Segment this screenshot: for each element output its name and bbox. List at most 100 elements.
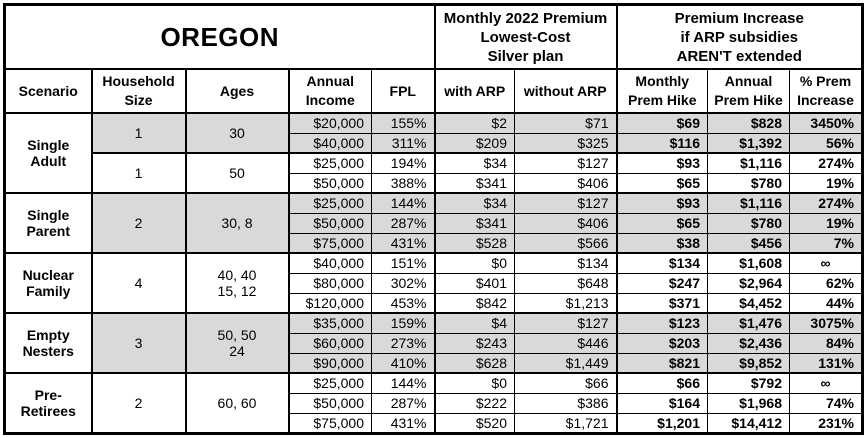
ages-cell: 50, 50 24 (184, 312, 289, 374)
premium-table: OREGON Monthly 2022 Premium Lowest-Cost … (3, 3, 864, 435)
household-size-cell: 2 (90, 192, 186, 254)
pct-increase-cell: 7% (789, 232, 863, 254)
table-row: Single Parent 2 30, 8 $25,000 144% $34 $127 $93… (4, 192, 863, 254)
annual-income-cell: $25,000 (287, 152, 372, 174)
pct-increase-cell: 44% (789, 292, 863, 314)
annual-hike-cell: $14,412 (707, 412, 790, 434)
without-arp-cell: $66 (514, 372, 617, 394)
without-arp-cell: $1,449 (514, 352, 617, 374)
with-arp-cell: $401 (433, 272, 515, 294)
annual-hike-cell: $456 (707, 232, 790, 254)
monthly-hike-cell: $1,201 (615, 412, 708, 434)
monthly-hike-cell: $66 (615, 372, 708, 394)
scenario-cell: Nuclear Family (4, 252, 92, 314)
column-header-annual-income: Annual Income (287, 68, 372, 114)
annual-hike-cell: $780 (707, 212, 790, 234)
column-header-without-arp: without ARP (514, 68, 617, 114)
table-row: $60,000 273% $243 $446 $203 $2,436 84% (5, 332, 863, 354)
annual-hike-cell: $2,436 (707, 332, 790, 354)
fpl-cell: 151% (371, 252, 435, 274)
annual-hike-cell: $2,964 (707, 272, 790, 294)
household-size-cell: 1 (90, 152, 186, 194)
column-header-scenario: Scenario (4, 68, 92, 114)
fpl-cell: 431% (371, 412, 435, 434)
ages-cell: 40, 40 15, 12 (184, 252, 289, 314)
column-header-annual-hike: Annual Prem Hike (707, 68, 790, 114)
with-arp-cell: $0 (433, 252, 515, 274)
column-header-ages: Ages (184, 68, 289, 114)
monthly-hike-cell: $116 (615, 132, 708, 154)
fpl-cell: 388% (371, 172, 435, 194)
pct-increase-cell: ∞ (789, 252, 863, 274)
table-row: $50,000 388% $341 $406 $65 $780 19% (5, 172, 863, 194)
with-arp-cell: $222 (433, 392, 515, 414)
table-row: Single Adult 1 30 $20,000 155% $2 $71 $69 $828 34… (4, 112, 863, 194)
fpl-cell: 155% (371, 112, 435, 134)
ages-cell: 30 (184, 112, 289, 154)
table-row: Nuclear Family 4 40, 40 15, 12 $40,000 151% $… (4, 252, 863, 314)
table-title-row: OREGON Monthly 2022 Premium Lowest-Cost … (4, 4, 863, 70)
annual-income-cell: $50,000 (287, 172, 372, 194)
annual-hike-cell: $4,452 (707, 292, 790, 314)
with-arp-cell: $4 (433, 312, 515, 334)
without-arp-cell: $386 (514, 392, 617, 414)
monthly-hike-cell: $203 (615, 332, 708, 354)
table-row: $80,000 302% $401 $648 $247 $2,964 62% (5, 272, 863, 294)
monthly-hike-cell: $93 (615, 192, 708, 214)
without-arp-cell: $566 (514, 232, 617, 254)
without-arp-cell: $127 (514, 152, 617, 174)
annual-hike-cell: $1,968 (707, 392, 790, 414)
annual-hike-cell: $9,852 (707, 352, 790, 374)
annual-income-cell: $20,000 (287, 112, 372, 134)
fpl-cell: 410% (371, 352, 435, 374)
annual-hike-cell: $1,116 (707, 192, 790, 214)
fpl-cell: 287% (371, 392, 435, 414)
pct-increase-cell: 131% (789, 352, 863, 374)
table-row: Empty Nesters 3 50, 50 24 $35,000 159% $4 $127… (4, 312, 863, 374)
monthly-hike-cell: $65 (615, 172, 708, 194)
table-row: $90,000 410% $628 $1,449 $821 $9,852 131% (5, 352, 863, 374)
fpl-cell: 144% (371, 192, 435, 214)
annual-income-cell: $50,000 (287, 212, 372, 234)
without-arp-cell: $406 (514, 212, 617, 234)
fpl-cell: 431% (371, 232, 435, 254)
monthly-hike-cell: $164 (615, 392, 708, 414)
annual-hike-cell: $1,476 (707, 312, 790, 334)
with-arp-cell: $628 (433, 352, 515, 374)
column-header-fpl: FPL (371, 68, 435, 114)
pct-increase-cell: 274% (789, 192, 863, 214)
table-row: 1 50 $25,000 194% $34 $127 $93 $1,116 274% (5, 152, 863, 194)
table-row: Pre- Retirees 2 60, 60 $25,000 144% $0 $66 $66 $… (4, 372, 863, 434)
annual-income-cell: $120,000 (287, 292, 372, 314)
fpl-cell: 144% (371, 372, 435, 394)
without-arp-cell: $446 (514, 332, 617, 354)
table-row: $40,000 311% $209 $325 $116 $1,392 56% (5, 132, 863, 154)
pct-increase-cell: 3450% (789, 112, 863, 134)
ages-cell: 30, 8 (184, 192, 289, 254)
pct-increase-cell: 19% (789, 212, 863, 234)
monthly-hike-cell: $69 (615, 112, 708, 134)
ages-cell: 50 (184, 152, 289, 194)
pct-increase-cell: ∞ (789, 372, 863, 394)
scenario-cell: Single Parent (4, 192, 92, 254)
pct-increase-cell: 62% (789, 272, 863, 294)
pct-increase-cell: 56% (789, 132, 863, 154)
scenario-cell: Single Adult (4, 112, 92, 194)
with-arp-cell: $341 (433, 172, 515, 194)
annual-income-cell: $25,000 (287, 192, 372, 214)
without-arp-cell: $1,213 (514, 292, 617, 314)
fpl-cell: 273% (371, 332, 435, 354)
with-arp-cell: $209 (433, 132, 515, 154)
without-arp-cell: $71 (514, 112, 617, 134)
table-row: $50,000 287% $341 $406 $65 $780 19% (5, 212, 863, 234)
without-arp-cell: $406 (514, 172, 617, 194)
with-arp-cell: $842 (433, 292, 515, 314)
monthly-hike-cell: $371 (615, 292, 708, 314)
monthly-hike-cell: $123 (615, 312, 708, 334)
ages-cell: 60, 60 (184, 372, 289, 434)
pct-increase-cell: 74% (789, 392, 863, 414)
table-title: OREGON (4, 4, 435, 70)
table-row: $50,000 287% $222 $386 $164 $1,968 74% (5, 392, 863, 414)
pct-increase-cell: 231% (789, 412, 863, 434)
without-arp-cell: $127 (514, 312, 617, 334)
